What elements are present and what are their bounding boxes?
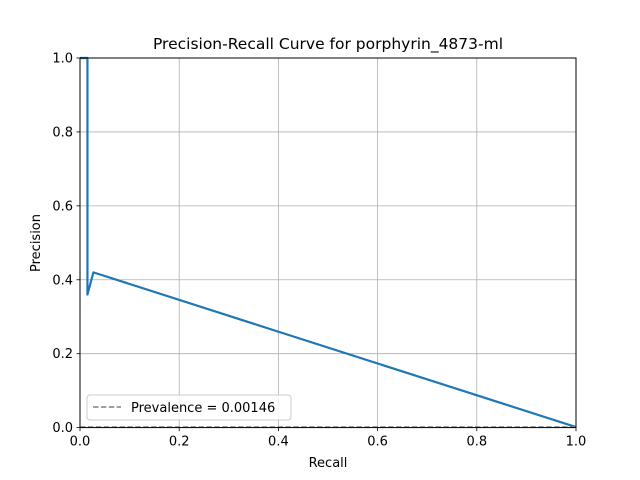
y-tick-label: 0.6 bbox=[52, 199, 73, 214]
y-tick-label: 0.0 bbox=[52, 421, 73, 436]
x-tick-label: 0.4 bbox=[268, 435, 289, 450]
y-axis-title: Precision bbox=[29, 214, 44, 272]
y-tick-label: 1.0 bbox=[52, 52, 73, 67]
x-tick-label: 0.6 bbox=[367, 435, 388, 450]
y-tick-label: 0.4 bbox=[52, 273, 73, 288]
y-tick-label: 0.2 bbox=[52, 347, 73, 362]
chart-title: Precision-Recall Curve for porphyrin_487… bbox=[153, 35, 503, 54]
axis-ticks: 0.0 0.2 0.4 0.6 0.8 1.0 0.0 0.2 0.4 0.6 0.8 1.0 bbox=[52, 52, 586, 450]
x-axis-title: Recall bbox=[309, 456, 348, 471]
legend-label-prevalence: Prevalence = 0.00146 bbox=[131, 401, 275, 416]
x-tick-label: 0.8 bbox=[466, 435, 487, 450]
x-tick-label: 0.0 bbox=[70, 435, 91, 450]
legend-box bbox=[86, 394, 292, 421]
y-tick-label: 0.8 bbox=[52, 125, 73, 140]
legend: Prevalence = 0.00146 bbox=[86, 394, 292, 421]
plot-frame bbox=[79, 57, 577, 429]
grid-lines bbox=[79, 57, 577, 429]
x-tick-label: 1.0 bbox=[566, 435, 587, 450]
x-tick-label: 0.2 bbox=[169, 435, 190, 450]
